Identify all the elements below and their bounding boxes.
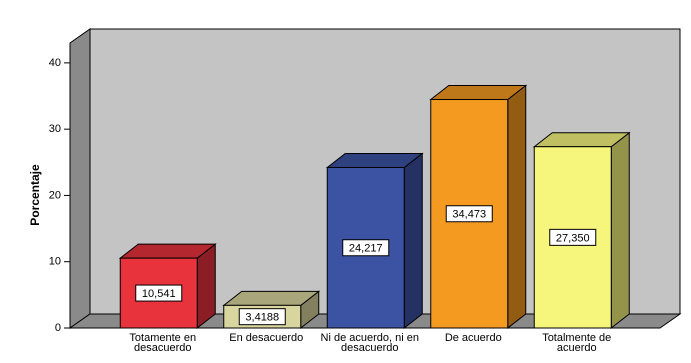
y-tick-label: 30 xyxy=(49,123,61,135)
x-tick-label: De acuerdo xyxy=(444,332,502,344)
side-wall xyxy=(69,28,91,329)
bar-side xyxy=(196,243,216,330)
y-axis-label: Porcentaje xyxy=(28,164,42,226)
bar-side xyxy=(507,84,527,330)
value-label: 34,473 xyxy=(452,209,486,221)
bar-side xyxy=(403,152,423,330)
x-tick-label: Totalmente de acuerdo xyxy=(542,332,612,354)
value-label-box xyxy=(445,205,493,223)
value-label: 3,4188 xyxy=(245,312,279,324)
value-label-box xyxy=(238,308,286,326)
value-label: 10,541 xyxy=(142,288,176,300)
y-tick-label: 20 xyxy=(49,189,61,201)
value-label: 27,350 xyxy=(556,232,590,244)
value-label-box xyxy=(135,284,183,302)
y-tick-label: 0 xyxy=(55,322,61,334)
value-label-box xyxy=(549,228,597,246)
x-tick-label: En desacuerdo xyxy=(229,332,304,344)
bar-side xyxy=(610,131,630,330)
x-tick-label: Totamente en desacuerdo xyxy=(129,332,197,354)
value-label-box xyxy=(342,239,390,257)
y-tick-label: 40 xyxy=(49,57,61,69)
x-tick-label: Ni de acuerdo, ni en desacuerdo xyxy=(320,332,419,354)
y-tick-label: 10 xyxy=(49,256,61,268)
value-label: 24,217 xyxy=(349,243,383,255)
